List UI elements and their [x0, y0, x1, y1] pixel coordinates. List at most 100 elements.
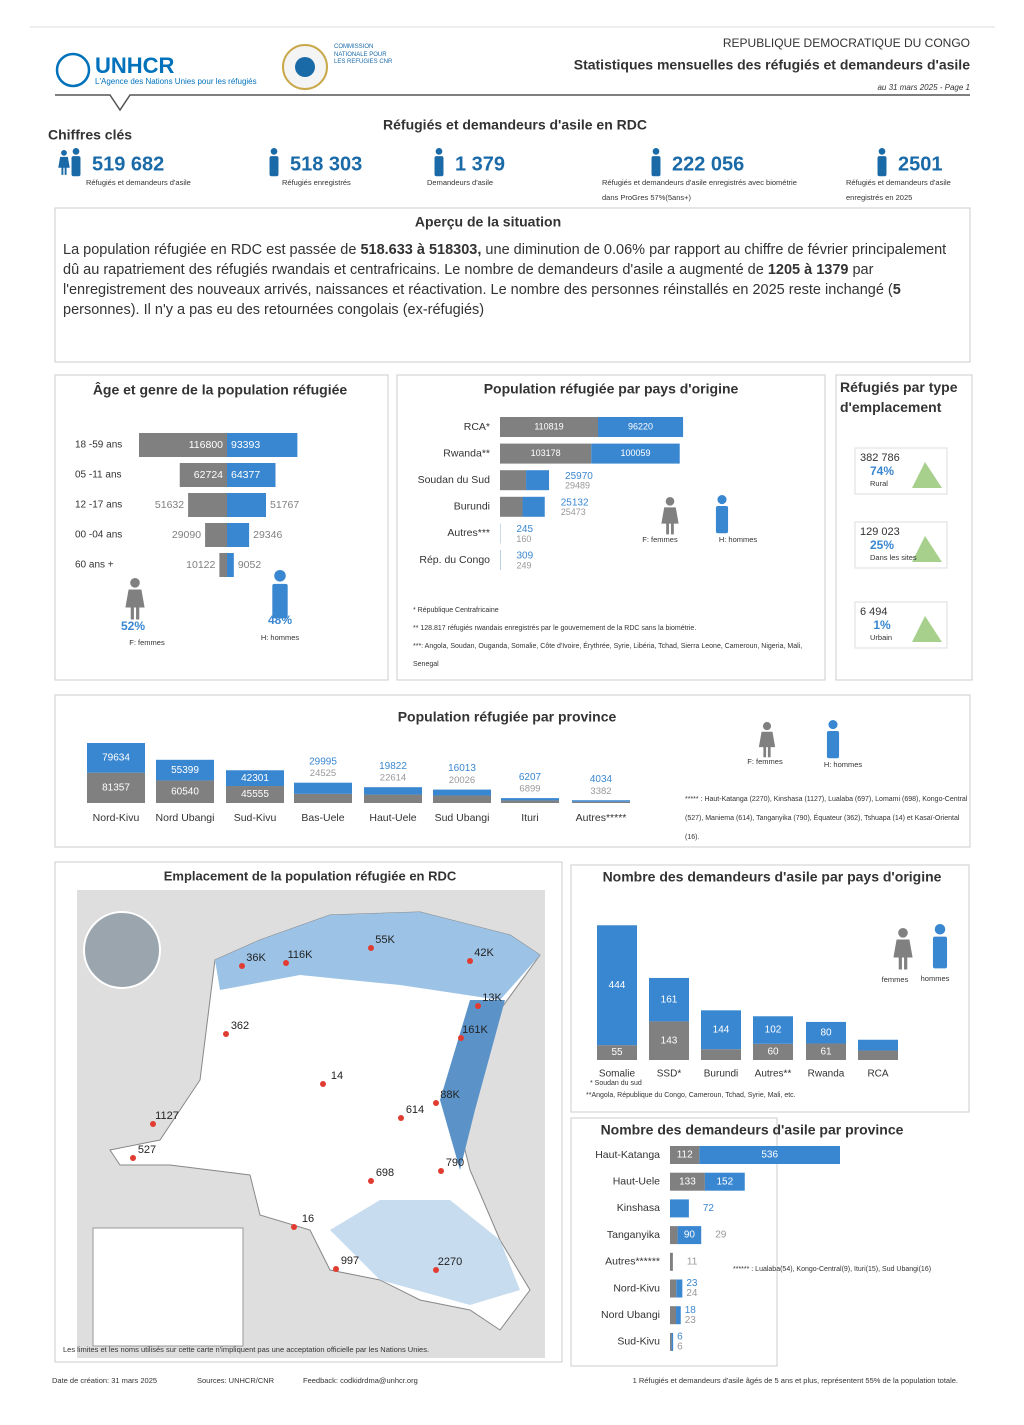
value-label: 51632: [155, 499, 184, 511]
map-site: [433, 1100, 439, 1106]
value-label: 444: [609, 980, 626, 991]
value-label: 19822: [379, 761, 407, 772]
bar: [364, 787, 422, 795]
value-label: 29995: [309, 756, 337, 767]
category-label: Tanganyika: [607, 1229, 660, 1241]
key-figure-label: Réfugiés et demandeurs d'asile: [86, 178, 191, 187]
map-site: [333, 1266, 339, 1272]
bar: [294, 793, 352, 803]
chart-title: Âge et genre de la population réfugiée: [93, 381, 348, 398]
bar: [572, 801, 630, 803]
unhcr-logo: [55, 52, 91, 88]
person-icon: [762, 722, 772, 731]
value-label: 9052: [238, 559, 262, 571]
key-figure-label: Réfugiés enregistrés: [282, 178, 351, 187]
value-label: 112: [677, 1150, 693, 1161]
org-tagline: L'Agence des Nations Unies pour les réfu…: [95, 77, 257, 86]
key-figure-value: 518 303: [290, 153, 362, 175]
map-site: [467, 958, 473, 964]
value-label: 3382: [590, 786, 611, 797]
footer-text: Sources: UNHCR/CNR: [197, 1376, 275, 1385]
value-label: 102: [765, 1025, 782, 1036]
bar: [364, 794, 422, 803]
person-icon: [877, 156, 887, 177]
bar: [500, 417, 598, 437]
person-icon: [58, 156, 70, 175]
value-label: 29489: [565, 481, 590, 491]
category-label: 60 ans +: [75, 560, 114, 571]
value-label: 536: [761, 1150, 778, 1161]
value-label: 161: [661, 994, 678, 1005]
person-icon: [661, 507, 679, 535]
overview-segment: personnes). Il n'y a pas eu des retourné…: [63, 302, 485, 318]
bar: [526, 470, 550, 491]
value-label: 51767: [270, 499, 299, 511]
bar: [156, 780, 214, 803]
category-label: Bas-Uele: [301, 812, 344, 824]
section-label: Chiffres clés: [48, 127, 132, 143]
person-icon: [828, 720, 838, 730]
site-value: 382 786: [860, 452, 900, 464]
value-label: 64377: [231, 469, 260, 481]
value-label: 18: [685, 1305, 697, 1316]
bar: [858, 1050, 898, 1060]
person-icon: [715, 505, 729, 534]
bar: [156, 759, 214, 781]
bar: [670, 1306, 677, 1325]
key-figure-label: Demandeurs d'asile: [427, 178, 494, 187]
bar: [87, 772, 145, 803]
chart-title: Réfugiés par type d'emplacement: [840, 379, 958, 415]
value-label: 249: [516, 560, 531, 570]
category-label: 18 -59 ans: [75, 440, 122, 451]
person-icon: [434, 156, 444, 177]
category-label: Autres**: [755, 1069, 792, 1080]
key-figure-value: 222 056: [672, 153, 744, 175]
category-label: SSD*: [657, 1069, 682, 1080]
category-label: Nord-Kivu: [613, 1282, 660, 1294]
pct-label: 52%: [121, 619, 145, 633]
category-label: Autres******: [605, 1256, 660, 1268]
map-site: [223, 1031, 229, 1037]
map-region: [215, 912, 540, 1000]
bar: [753, 1016, 793, 1044]
category-label: Sud-Kivu: [617, 1336, 660, 1348]
bar: [598, 417, 684, 437]
bar: [701, 1010, 741, 1050]
country: REPUBLIQUE DEMOCRATIQUE DU CONGO: [723, 36, 970, 50]
chart-title: Population réfugiée par province: [398, 709, 617, 725]
legend-label: F: femmes: [129, 638, 165, 647]
value-label: 62724: [194, 469, 223, 481]
bar: [226, 770, 284, 787]
category-label: Kinshasa: [617, 1202, 660, 1214]
bar: [671, 1332, 674, 1351]
category-label: Rwanda**: [443, 447, 490, 459]
bar: [433, 789, 491, 796]
map-site: [320, 1081, 326, 1087]
overview-segment: La population réfugiée en RDC est passée…: [63, 242, 361, 258]
value-label: 29346: [253, 529, 282, 541]
footer-text: Date de création: 31 mars 2025: [52, 1376, 157, 1385]
map-label: 16: [302, 1213, 314, 1225]
overview-segment: une diminution de 0.06% par rapport au c…: [63, 242, 947, 278]
bar: [227, 493, 267, 517]
map-site: [130, 1155, 136, 1161]
person-icon: [435, 148, 443, 155]
person-icon: [270, 148, 278, 155]
map-label: 698: [376, 1167, 394, 1179]
bar: [670, 1172, 705, 1191]
person-icon: [665, 497, 675, 506]
value-label: 93393: [231, 439, 260, 451]
header-rule: [55, 94, 970, 112]
legend-label: F: femmes: [642, 535, 678, 544]
bar: [670, 1199, 689, 1218]
value-label: 80: [820, 1027, 832, 1038]
category-label: 05 -11 ans: [75, 470, 122, 481]
site-value: 129 023: [860, 526, 900, 538]
bar: [699, 1146, 840, 1164]
map-label: 14: [331, 1070, 343, 1082]
bar: [188, 493, 227, 517]
site-label: Rural: [870, 479, 888, 488]
map-region: [330, 1200, 520, 1305]
bar: [219, 553, 227, 577]
value-label: 100059: [620, 448, 650, 458]
